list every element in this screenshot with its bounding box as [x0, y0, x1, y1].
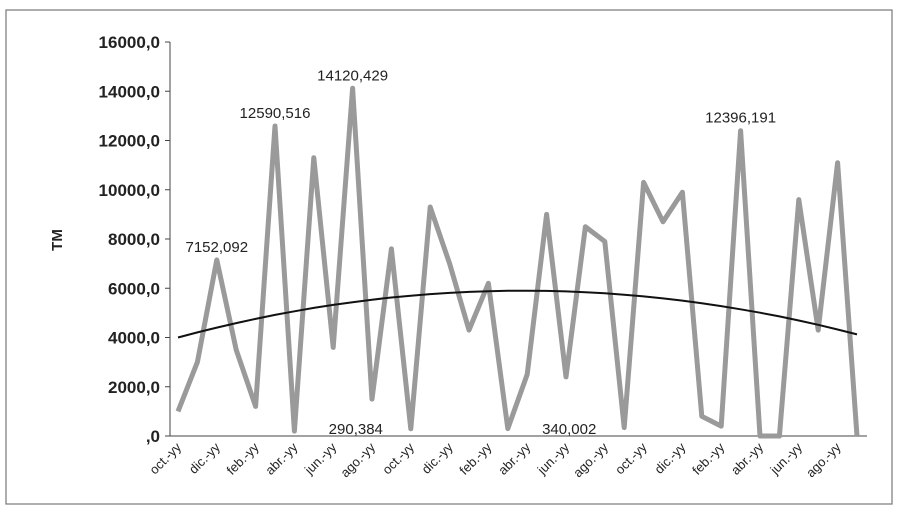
y-tick-label: 14000,0 [99, 82, 160, 101]
y-tick-label: 4000,0 [108, 329, 160, 348]
data-label: 12590,516 [240, 105, 311, 122]
data-label: 340,002 [542, 421, 596, 438]
data-label: 12396,191 [705, 110, 776, 127]
y-tick-label: 12000,0 [99, 132, 160, 151]
y-tick-label: 2000,0 [108, 378, 160, 397]
y-axis-label: TM [49, 229, 66, 251]
y-tick-label: 16000,0 [99, 33, 160, 52]
data-label: 290,384 [329, 421, 383, 438]
y-tick-label: 10000,0 [99, 181, 160, 200]
y-tick-label: 8000,0 [108, 230, 160, 249]
data-line [175, 85, 860, 439]
trend-line [177, 289, 858, 339]
data-label: 7152,092 [186, 239, 249, 256]
y-tick-label: ,0 [146, 427, 160, 446]
y-tick-label: 6000,0 [108, 279, 160, 298]
data-label: 14120,429 [317, 67, 388, 84]
